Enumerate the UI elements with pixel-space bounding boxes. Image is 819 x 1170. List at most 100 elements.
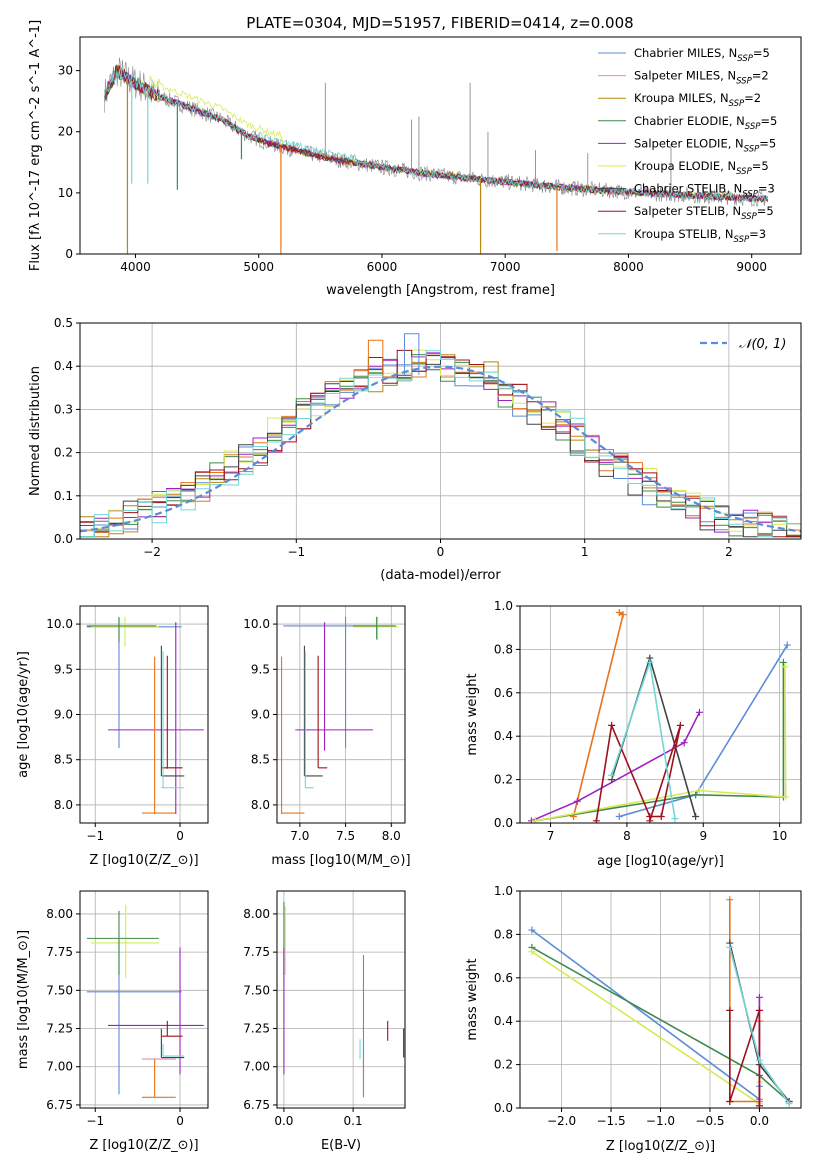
- axes-frame: [519, 605, 802, 824]
- x-axis-label: Z [log10(Z/Z_⊙)]: [89, 1138, 198, 1153]
- y-tick-label: 9.5: [251, 662, 270, 676]
- grid: [277, 891, 405, 1108]
- y-tick-label: 10.0: [46, 617, 73, 631]
- legend-text: Salpeter ELODIE, N: [634, 136, 744, 150]
- x-tick-label: 0: [437, 545, 445, 559]
- x-tick-label: −0.5: [695, 1114, 724, 1128]
- residuals-panel: −2 −1 0 1 2 0.0 0.1 0.2 0.3 0.4 0.5 (data-model)/er…: [28, 316, 802, 583]
- weight-marker: [755, 993, 763, 1001]
- y-tick-label: 9.0: [54, 708, 73, 722]
- weight-line: [572, 611, 625, 817]
- x-tick-label: 4000: [120, 260, 151, 274]
- weight-line: [729, 1010, 761, 1106]
- y-tick-label: 10.0: [243, 617, 270, 631]
- weight-marker: [615, 812, 623, 820]
- y-tick-label: 0.8: [494, 927, 513, 941]
- grid: [80, 606, 208, 823]
- mass_vs_Z-panel: −1 0 6.75 7.00 7.25 7.50 7.75 8.00 Z [log10(Z/Z_…: [16, 890, 209, 1153]
- y-tick-label: 0.4: [494, 729, 513, 743]
- weight-marker: [531, 817, 539, 823]
- y-tick-label: 0.4: [54, 359, 73, 373]
- y-tick-label: 30: [58, 64, 73, 78]
- x-axis-label: Z [log10(Z/Z_⊙)]: [606, 1139, 715, 1154]
- x-tick-label: 7: [547, 829, 555, 843]
- spectrum-line: [104, 67, 769, 204]
- legend-tail: =5: [752, 159, 769, 173]
- y-tick-label: 0.4: [494, 1014, 513, 1028]
- weight-marker: [726, 896, 734, 904]
- x-tick-label: −2.0: [547, 1114, 576, 1128]
- legend-entry: Salpeter ELODIE, NSSP=5: [634, 136, 776, 154]
- weight-marker: [779, 658, 787, 666]
- weight-marker: [692, 791, 700, 799]
- grid: [520, 605, 801, 824]
- y-tick-label: 7.50: [243, 983, 270, 997]
- y-tick-label: 0.0: [494, 1101, 513, 1115]
- mass_vs_ebv-panel: 0.0 0.1 6.75 7.00 7.25 7.50 7.75 8.00 E(B-V): [243, 890, 406, 1153]
- weight-marker: [615, 609, 623, 617]
- legend-tail: =5: [753, 46, 770, 60]
- weight-marker: [646, 817, 654, 823]
- legend-tail: =2: [752, 69, 769, 83]
- weight-marker: [680, 739, 688, 747]
- y-tick-label: 0.2: [54, 446, 73, 460]
- axes-frame: [79, 890, 209, 1109]
- histogram-peak: [403, 333, 420, 375]
- gaussian-curve: [80, 365, 801, 533]
- plot-area: [527, 609, 791, 823]
- y-tick-label: 8.00: [46, 907, 73, 921]
- legend-sub: SSP: [742, 190, 758, 200]
- legend-text: Kroupa ELODIE, N: [634, 159, 736, 173]
- y-tick-label: 20: [58, 125, 73, 139]
- legend-sub: SSP: [744, 144, 760, 154]
- x-tick-label: −1.0: [646, 1114, 675, 1128]
- weight-marker: [619, 611, 627, 619]
- plot-area: [86, 616, 204, 814]
- weight-marker: [528, 948, 536, 956]
- y-tick-label: 7.75: [46, 945, 73, 959]
- y-tick-label: 8.0: [54, 798, 73, 812]
- x-tick-label: 10: [772, 829, 787, 843]
- y-tick-label: 8.5: [54, 753, 73, 767]
- legend-tail: =5: [759, 136, 776, 150]
- y-tick-label: 0.6: [494, 971, 513, 985]
- x-tick-label: 8: [623, 829, 631, 843]
- y-axis-label: Normed distribution: [28, 366, 43, 496]
- y-tick-label: 0.8: [494, 642, 513, 656]
- x-axis-label: E(B-V): [321, 1138, 361, 1153]
- legend-text: Chabrier ELODIE, N: [634, 114, 745, 128]
- y-tick-label: 0.2: [494, 773, 513, 787]
- weight-marker: [573, 797, 581, 805]
- legend-entry: Kroupa STELIB, NSSP=3: [634, 227, 766, 245]
- x-axis-label: wavelength [Angstrom, rest frame]: [326, 283, 555, 298]
- x-axis-label: Z [log10(Z/Z_⊙)]: [89, 853, 198, 868]
- legend-text: Chabrier MILES, N: [634, 46, 737, 60]
- legend-entry: Kroupa MILES, NSSP=2: [634, 91, 761, 109]
- weight-line: [535, 666, 787, 822]
- weight-marker: [781, 663, 789, 671]
- y-axis-label: mass [log10(M/M_⊙)]: [16, 930, 31, 1069]
- x-tick-label: 9000: [736, 260, 767, 274]
- legend-text: Chabrier STELIB, N: [634, 182, 742, 196]
- y-tick-label: 6.75: [46, 1098, 73, 1112]
- spectrum-panel: 4000 5000 6000 7000 8000 9000 0 10 20 30 wavelengt…: [28, 20, 802, 298]
- legend-entry: Chabrier ELODIE, NSSP=5: [634, 114, 777, 132]
- weight-line: [531, 951, 761, 1106]
- weight-marker: [528, 926, 536, 934]
- legend-text: Kroupa STELIB, N: [634, 227, 734, 241]
- weight-marker: [692, 812, 700, 820]
- x-tick-label: 9: [699, 829, 707, 843]
- x-tick-label: −1: [86, 829, 104, 843]
- x-tick-label: 8.0: [382, 829, 401, 843]
- legend-sub: SSP: [741, 212, 757, 222]
- x-tick-label: 2: [725, 545, 733, 559]
- x-tick-label: 7000: [490, 260, 521, 274]
- y-tick-label: 0.2: [494, 1058, 513, 1072]
- y-tick-label: 7.75: [243, 945, 270, 959]
- legend-tail: =3: [758, 182, 775, 196]
- grid: [277, 606, 405, 823]
- y-axis-label: mass weight: [465, 673, 480, 755]
- x-axis-label: mass [log10(M/M_⊙)]: [271, 853, 410, 868]
- x-tick-label: −1.5: [596, 1114, 625, 1128]
